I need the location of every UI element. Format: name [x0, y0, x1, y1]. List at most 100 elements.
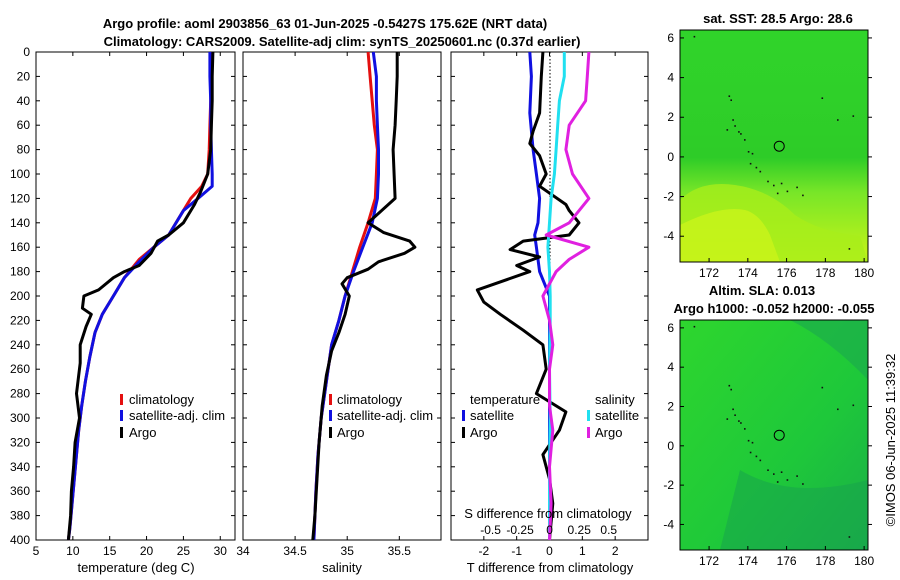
sla-map-ticks: 172 174 176 178 180 -4 -2 0 2 4 6	[663, 321, 874, 568]
depth-tick-label: 0	[23, 45, 30, 59]
temp-legend-climatology: climatology	[129, 392, 195, 407]
figure-title-line1: Argo profile: aoml 2903856_63 01-Jun-202…	[103, 16, 547, 31]
depth-tick-label: 100	[10, 167, 30, 181]
sla_map-lon-tick-label: 172	[699, 554, 719, 568]
salinity-series-satellite-adj-clim	[312, 51, 380, 541]
sst-warmest-region	[680, 209, 780, 262]
depth-tick-label: 60	[17, 118, 31, 132]
island-dot	[837, 119, 839, 121]
sal-legend-satellite-swatch	[329, 410, 332, 421]
island-dot	[730, 388, 732, 391]
island-dot	[773, 473, 775, 475]
sla-map-panel: Altim. SLA: 0.013 Argo h1000: -0.052 h20…	[663, 283, 874, 568]
temperature-series-satellite-adj-clim	[66, 52, 214, 541]
sst-map-ticks: 172 174 176 178 180 -4 -2 0 2 4 6	[663, 31, 874, 280]
diff-legend-t-satellite: satellite	[470, 408, 514, 423]
sla_map-lat-tick-label: -4	[663, 517, 674, 531]
island-dot	[780, 182, 783, 185]
sst-map-frame	[679, 29, 869, 263]
island-dot	[740, 133, 742, 135]
s-difference-tick-label: 0.25	[568, 523, 592, 537]
temperature-legend: climatology satellite-adj. clim Argo	[120, 392, 225, 440]
sla_map-lat-tick-label: -2	[663, 478, 674, 492]
temperature-series-climatology	[66, 52, 213, 541]
s-difference-tick-label: 0.5	[600, 523, 617, 537]
island-dot	[726, 129, 729, 131]
s-difference-tick-label: -0.5	[480, 523, 501, 537]
salinity-axes-frame	[242, 51, 442, 541]
sal-legend-satellite: satellite-adj. clim	[337, 408, 433, 423]
depth-tick-label: 360	[10, 484, 30, 498]
temperature-axes-frame	[35, 51, 236, 541]
depth-tick-label: 260	[10, 362, 30, 376]
differences-xtick-label: 0	[546, 544, 553, 558]
depth-tick-label: 220	[10, 313, 30, 327]
salinity-xtick-label: 34.5	[283, 544, 307, 558]
temperature-xtick-label: 5	[33, 544, 40, 558]
island-dot	[744, 139, 746, 141]
sst-map-title: sat. SST: 28.5 Argo: 28.6	[703, 11, 853, 26]
salinity-series-argo	[311, 52, 417, 541]
diff-legend-s-satellite: satellite	[595, 408, 639, 423]
island-dot	[759, 170, 762, 173]
diff-legend-temperature-title: temperature	[470, 392, 540, 407]
island-dot	[802, 483, 804, 485]
diff-legend-t-satellite-swatch	[462, 410, 465, 421]
island-dot	[848, 248, 851, 250]
sst_map-lat-tick-label: 2	[667, 110, 674, 124]
island-dot	[747, 151, 750, 153]
differences-series-s-argo	[541, 51, 591, 541]
depth-tick-label: 320	[10, 435, 30, 449]
differences-xtick-label: 2	[612, 544, 619, 558]
island-dot	[780, 471, 783, 473]
salinity-legend: climatology satellite-adj. clim Argo	[329, 392, 433, 440]
island-dot	[821, 386, 824, 389]
island-dot	[767, 180, 769, 183]
temperature-lines	[66, 51, 215, 541]
depth-tick-label: 80	[17, 143, 31, 157]
sla-map-frame	[679, 319, 869, 551]
sal-legend-argo: Argo	[337, 425, 364, 440]
sst_map-lon-tick-label: 174	[738, 266, 758, 280]
differences-series-t-argo	[475, 51, 581, 541]
island-dot	[749, 162, 752, 165]
sla_map-lon-tick-label: 174	[738, 554, 758, 568]
island-dot	[796, 475, 798, 477]
sla-map-title: Altim. SLA: 0.013	[709, 283, 815, 298]
island-dot	[728, 384, 731, 387]
island-dot	[726, 418, 729, 420]
depth-tick-label: 340	[10, 460, 30, 474]
diff-legend-salinity-title: salinity	[595, 392, 635, 407]
sla-island-dots	[693, 325, 855, 538]
sla_map-lon-tick-label: 178	[815, 554, 835, 568]
temperature-xtick-label: 30	[214, 544, 228, 558]
sst-map-panel: sat. SST: 28.5 Argo: 28.6 172 174 176 178 18…	[663, 11, 874, 280]
island-dot	[796, 186, 798, 189]
temperature-x-ticks: 5 10 15 20 25 30	[33, 52, 228, 558]
sal-legend-climatology: climatology	[337, 392, 403, 407]
island-dot	[747, 439, 750, 442]
differences-xtick-label: 1	[579, 544, 586, 558]
depth-tick-label: 20	[17, 69, 31, 83]
island-dot	[751, 152, 754, 155]
depth-tick-label: 400	[10, 533, 30, 547]
sla_map-lat-tick-label: 0	[667, 439, 674, 453]
sla-low-region-south	[720, 470, 868, 550]
salinity-panel: 34 34.5 35 35.5 salinity climatology satell…	[236, 51, 442, 575]
island-dot	[821, 97, 824, 99]
island-dot	[786, 190, 789, 193]
s-difference-tick-label: 0	[546, 523, 553, 537]
salinity-lines	[311, 51, 417, 541]
island-dot	[744, 428, 746, 430]
island-dot	[759, 459, 762, 462]
sla_map-lat-tick-label: 4	[667, 360, 674, 374]
temperature-x-label: temperature (deg C)	[77, 560, 194, 575]
island-dot	[693, 35, 696, 38]
island-dot	[740, 422, 742, 424]
sst_map-lat-tick-label: 4	[667, 71, 674, 85]
island-dot	[751, 441, 754, 444]
difference-panel: -2 -1 0 1 2 S difference from climatology -0…	[450, 51, 649, 575]
sst_map-lon-tick-label: 180	[854, 266, 874, 280]
depth-tick-label: 160	[10, 240, 30, 254]
